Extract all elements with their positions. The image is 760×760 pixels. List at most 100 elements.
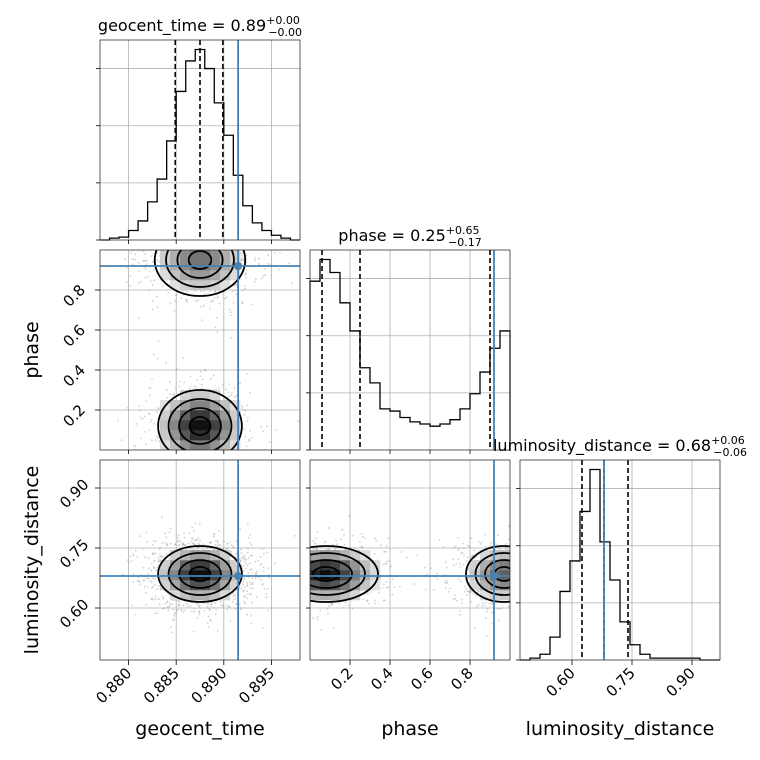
sample-point xyxy=(474,627,476,630)
sample-point xyxy=(528,587,530,589)
sample-point xyxy=(161,247,163,249)
density-cell xyxy=(170,280,181,291)
sample-point xyxy=(236,450,238,452)
sample-point xyxy=(265,245,267,247)
sample-point xyxy=(538,596,540,598)
sample-point xyxy=(515,565,517,567)
sample-point xyxy=(262,274,265,277)
sample-point xyxy=(223,458,225,460)
sample-point xyxy=(297,571,299,573)
sample-point xyxy=(239,224,241,226)
xtick-label-geocent_time: 0.885 xyxy=(140,664,183,707)
sample-point xyxy=(259,580,261,582)
sample-point xyxy=(373,553,376,555)
sample-point xyxy=(154,578,156,580)
sample-point xyxy=(453,546,456,549)
sample-point xyxy=(213,535,215,538)
sample-point xyxy=(520,587,522,589)
sample-point xyxy=(194,522,197,524)
sample-point xyxy=(260,599,262,601)
sample-point xyxy=(529,592,531,594)
sample-point xyxy=(390,565,393,568)
density-cell xyxy=(220,410,231,421)
sample-point xyxy=(557,583,559,585)
sample-point xyxy=(279,564,281,566)
sample-point xyxy=(284,592,286,594)
sample-point xyxy=(343,543,346,546)
sample-point xyxy=(518,579,520,581)
sample-point xyxy=(235,293,238,296)
sample-point xyxy=(133,236,135,238)
sample-point xyxy=(177,608,179,611)
sample-point xyxy=(154,246,156,248)
sample-point xyxy=(553,621,555,623)
sample-point xyxy=(196,539,199,541)
density-cell xyxy=(170,410,181,421)
sample-point xyxy=(385,581,388,583)
sample-point xyxy=(196,234,198,236)
sample-point xyxy=(192,542,195,545)
sample-point xyxy=(206,605,209,608)
sample-point xyxy=(154,598,156,601)
sample-point xyxy=(211,301,214,303)
sample-point xyxy=(153,567,155,569)
sample-point xyxy=(157,462,159,464)
sample-point xyxy=(126,559,129,561)
sample-point xyxy=(213,548,215,551)
sample-point xyxy=(303,569,305,571)
sample-point xyxy=(301,568,303,570)
sample-point xyxy=(245,558,248,561)
sample-point xyxy=(529,594,531,596)
sample-point xyxy=(243,589,246,592)
density-cell xyxy=(190,280,201,291)
sample-point xyxy=(536,577,538,579)
sample-point xyxy=(260,562,263,565)
sample-point xyxy=(231,545,234,547)
sample-point xyxy=(155,435,158,437)
sample-point xyxy=(205,472,207,474)
sample-point xyxy=(296,588,298,590)
sample-point xyxy=(558,570,560,572)
sample-point xyxy=(249,541,252,544)
sample-point xyxy=(413,583,415,585)
sample-point xyxy=(219,600,222,603)
density-cell xyxy=(220,250,231,261)
sample-point xyxy=(178,600,180,603)
sample-point xyxy=(246,564,249,567)
sample-point xyxy=(247,576,250,579)
sample-point xyxy=(177,544,180,547)
sample-point xyxy=(166,244,168,246)
sample-point xyxy=(233,387,236,389)
sample-point xyxy=(216,471,218,473)
sample-point xyxy=(278,566,280,568)
sample-point xyxy=(300,589,302,591)
sample-point xyxy=(533,555,535,557)
sample-point xyxy=(545,585,547,587)
density-clip-group xyxy=(121,516,296,634)
sample-point xyxy=(148,289,151,292)
sample-point xyxy=(180,608,183,611)
sample-point xyxy=(178,380,181,383)
sample-point xyxy=(454,597,457,600)
xtick-label-geocent_time: 0.890 xyxy=(188,664,231,707)
sample-point xyxy=(173,310,176,312)
sample-point xyxy=(200,290,202,293)
sample-point xyxy=(246,523,249,526)
sample-point xyxy=(182,357,185,360)
sample-point xyxy=(214,173,216,175)
sample-point xyxy=(167,606,170,608)
sample-point xyxy=(457,578,460,581)
sample-point xyxy=(235,556,237,559)
sample-point xyxy=(243,578,246,580)
sample-point xyxy=(254,577,257,579)
sample-point xyxy=(562,572,564,574)
sample-point xyxy=(361,535,364,538)
sample-point xyxy=(384,599,386,602)
sample-point xyxy=(172,608,175,611)
sample-point xyxy=(393,586,396,589)
density-cell xyxy=(180,580,191,591)
sample-point xyxy=(196,379,199,382)
sample-point xyxy=(161,556,163,558)
sample-point xyxy=(264,543,266,545)
sample-point xyxy=(211,478,213,480)
